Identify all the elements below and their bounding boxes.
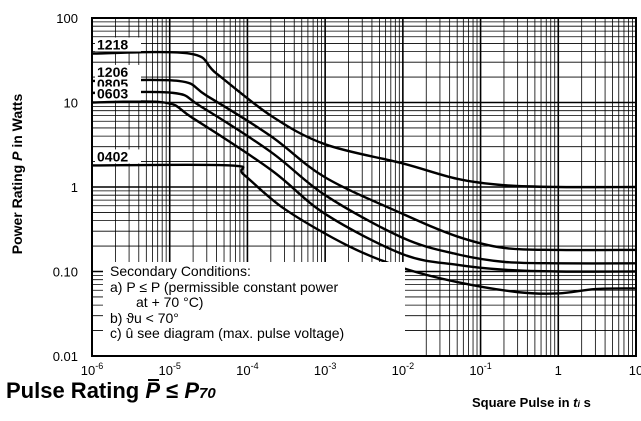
series-line-0805 (91, 90, 637, 265)
series-label-0402: 0402 (97, 148, 128, 164)
series-label-0603: 0603 (97, 86, 128, 102)
series-curves (91, 50, 637, 295)
conditions-heading: Secondary Conditions: (110, 263, 251, 279)
series-label-bg-0402 (95, 149, 141, 164)
series-line-1206 (91, 78, 637, 252)
y-tick-label: 0.10 (53, 265, 78, 280)
y-tick-labels: 100 10 1 0.10 0.01 (53, 11, 78, 364)
x-tick-label: 1 (555, 363, 562, 378)
series-label-bg-1206 (95, 64, 141, 79)
y-axis-label: Power Rating P in Watts (9, 93, 25, 255)
condition-a: a) P ≤ P (permissible constant power (110, 278, 339, 295)
series-label-1206: 1206 (97, 64, 128, 80)
x-tick-label: 10-5 (158, 361, 180, 378)
condition-b: b) ϑu < 70° (110, 309, 179, 326)
series-label-1218: 1218 (97, 37, 128, 53)
y-tick-label: 1 (71, 180, 78, 195)
condition-a-continued: at + 70 °C) (136, 294, 204, 310)
x-tick-labels: 10-6 10-5 10-4 10-3 10-2 10-1 1 10 (81, 361, 641, 378)
x-tick-label: 10-6 (81, 361, 103, 378)
series-line-1218 (91, 50, 637, 189)
x-tick-label: 10-4 (236, 361, 258, 378)
y-tick-label: 100 (56, 11, 78, 26)
x-axis-label: Square Pulse in ti s (472, 395, 591, 410)
y-tick-label: 10 (64, 96, 78, 111)
x-tick-label: 10-2 (392, 361, 414, 378)
x-tick-label: 10-3 (314, 361, 336, 378)
chart-title: Pulse Rating P ≤ P70 (6, 378, 216, 403)
series-label-bg-1218 (95, 37, 141, 52)
y-tick-label: 0.01 (53, 349, 78, 364)
x-tick-label: 10-1 (469, 361, 491, 378)
x-tick-label: 10 (629, 363, 641, 378)
series-line-0603 (91, 100, 637, 273)
series-label-bg-0603 (95, 86, 141, 101)
secondary-conditions-box: Secondary Conditions: a) P ≤ P (permissi… (103, 262, 405, 355)
condition-c: c) û see diagram (max. pulse voltage) (110, 325, 345, 341)
